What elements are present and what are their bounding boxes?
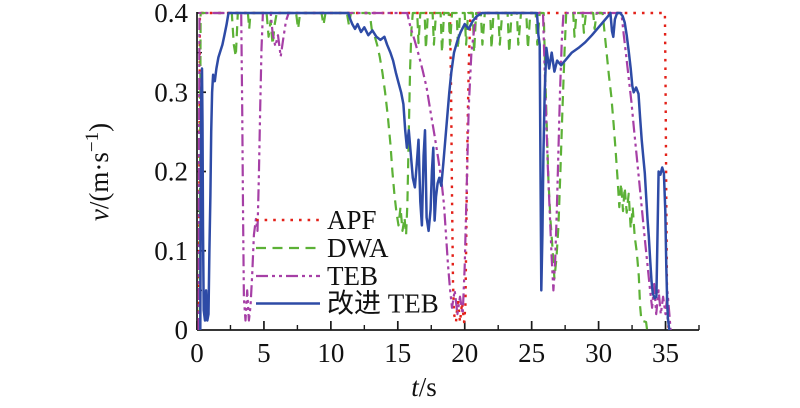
y-tick-label: 0.2 (154, 157, 188, 187)
y-tick-label: 0 (175, 315, 189, 345)
x-tick-label: 15 (384, 338, 411, 368)
legend-label-teb: TEB (327, 261, 378, 291)
x-tick-label: 5 (257, 338, 271, 368)
legend-label-apf: APF (327, 205, 377, 235)
y-axis-label: v/(m·s−1) (82, 123, 114, 221)
series-apf-line (197, 11, 671, 331)
x-tick-label: 0 (190, 338, 204, 368)
legend-item-apf: APF (256, 205, 377, 235)
axes: 0 5 10 15 20 25 30 35 0 0.1 0.2 0.3 0.4 (154, 0, 700, 368)
x-tick-label: 25 (518, 338, 545, 368)
x-tick-label: 35 (652, 338, 679, 368)
series-group (197, 11, 672, 331)
y-tick-label: 0.4 (154, 0, 188, 28)
x-tick-label: 20 (451, 338, 478, 368)
x-tick-label: 10 (317, 338, 344, 368)
series-improved-teb-line (199, 11, 671, 331)
legend-label-dwa: DWA (327, 233, 389, 263)
series-teb-line (197, 11, 672, 331)
y-tick-label: 0.3 (154, 77, 188, 107)
legend-label-improved-teb: 改进 TEB (327, 289, 439, 319)
x-axis-label: t/s (411, 372, 437, 402)
x-tick-label: 30 (585, 338, 612, 368)
legend-item-improved-teb: 改进 TEB (256, 289, 439, 319)
legend-item-teb: TEB (256, 261, 378, 291)
legend-item-dwa: DWA (256, 233, 389, 263)
y-tick-label: 0.1 (154, 236, 188, 266)
